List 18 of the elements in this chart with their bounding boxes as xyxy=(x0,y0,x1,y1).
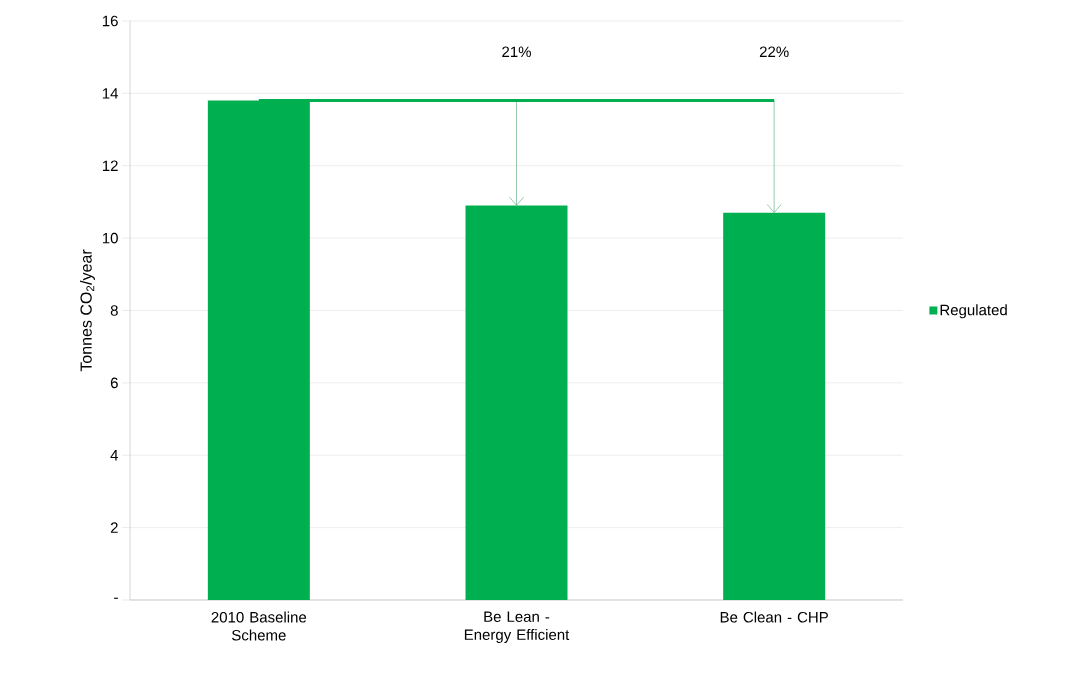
y-tick-label: 8 xyxy=(110,305,118,316)
bar xyxy=(465,205,568,600)
y-tick-label: 4 xyxy=(110,450,119,461)
x-tick-label: Be Clean - CHP xyxy=(720,611,828,623)
y-tick-label: 14 xyxy=(102,88,119,99)
x-tick-label: Be Lean - Energy Efficient xyxy=(464,611,570,643)
y-tick-label: 12 xyxy=(102,160,118,171)
legend-label: Regulated xyxy=(940,304,1007,319)
y-tick-label: 6 xyxy=(110,377,118,389)
y-tick-label: - xyxy=(114,597,118,599)
x-tick-label: 2010 Baseline Scheme xyxy=(211,611,307,641)
y-tick-label: 10 xyxy=(102,232,118,244)
annotation: 22% xyxy=(759,46,789,58)
y-tick-label: 2 xyxy=(110,522,118,533)
bar xyxy=(723,212,826,600)
y-axis-title: Tonnes CO$_{2}$/year xyxy=(80,249,95,372)
annotation: 21% xyxy=(502,46,531,58)
y-tick-label: 16 xyxy=(102,15,118,27)
